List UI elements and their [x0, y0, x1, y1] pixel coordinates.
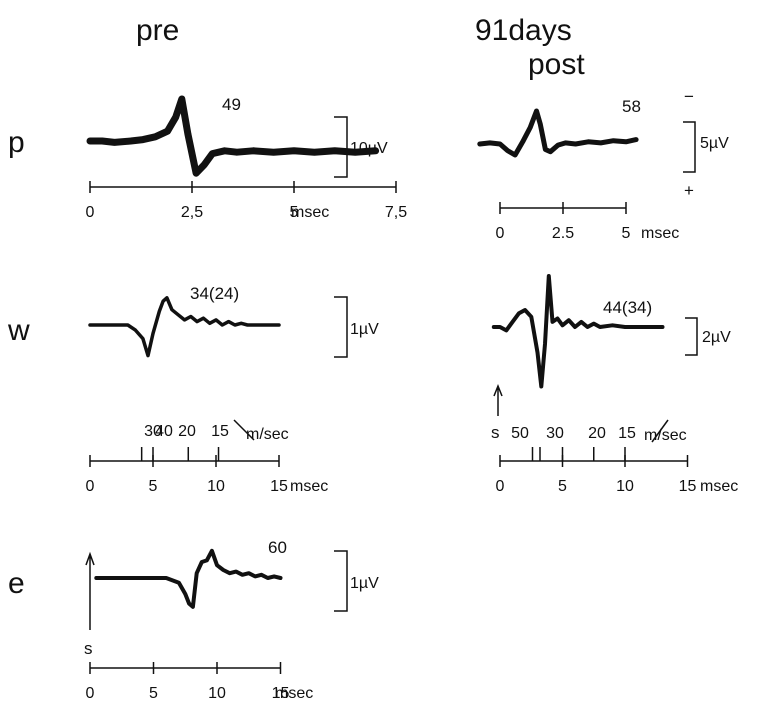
signal-trace	[94, 548, 283, 609]
x-tick-label: 10	[207, 478, 225, 495]
scale-bar-pre-p	[334, 116, 348, 178]
x-axis-label: msec	[700, 478, 738, 495]
x-tick-label: 15	[270, 478, 288, 495]
velocity-tick-label: 30	[144, 423, 162, 440]
scale-label-post-p: 5µV	[700, 135, 729, 152]
signal-trace	[86, 95, 380, 177]
x-tick-label: 0	[86, 685, 95, 702]
annotation-post-p: 58	[622, 97, 641, 116]
x-tick-label: 5	[149, 685, 158, 702]
polarity-minus: −	[684, 87, 694, 106]
velocity-tick-label: 20	[178, 423, 196, 440]
x-axis-label: msec	[291, 204, 329, 221]
scale-label-pre-e: 1µV	[350, 575, 379, 592]
x-tick-label: 10	[616, 478, 634, 495]
velocity-tick-label: 40	[155, 423, 173, 440]
velocity-tick-label: 30	[546, 425, 564, 442]
row-label-p: p	[8, 126, 25, 159]
x-tick-label: 0	[496, 225, 505, 242]
velocity-unit-post-w: m/sec	[644, 427, 687, 444]
panel-post-p: 0 2.5 5 msec	[477, 108, 679, 242]
stimulus-label-post-w: s	[491, 423, 500, 442]
annotation-pre-e: 60	[268, 538, 287, 557]
x-tick-label: 15	[679, 478, 697, 495]
x-tick-label: 7,5	[385, 204, 407, 221]
velocity-tick-label: 15	[618, 425, 636, 442]
polarity-plus: +	[684, 181, 694, 200]
x-tick-label: 2,5	[181, 204, 203, 221]
x-tick-label: 0	[496, 478, 505, 495]
column-title-post-line1: 91days	[475, 14, 572, 47]
stimulus-arrow-pre-e	[85, 551, 95, 630]
column-title-pre: pre	[136, 14, 179, 47]
signal-trace	[477, 108, 639, 158]
annotation-pre-w: 34(24)	[190, 284, 239, 303]
stimulus-arrow-post-w	[493, 383, 503, 416]
column-title-post-line2: post	[528, 48, 585, 81]
x-tick-label: 0	[86, 478, 95, 495]
annotation-post-w: 44(34)	[603, 298, 652, 317]
x-tick-label: 5	[622, 225, 631, 242]
scale-bar-post-p	[683, 121, 696, 173]
row-label-w: w	[7, 314, 30, 347]
velocity-tick-label: 15	[211, 423, 229, 440]
scale-bar-pre-w	[334, 296, 348, 358]
stimulus-label-pre-e: s	[84, 639, 93, 658]
x-axis-label: msec	[290, 478, 328, 495]
scale-label-post-w: 2µV	[702, 329, 731, 346]
x-tick-label: 2.5	[552, 225, 574, 242]
x-axis-label: msec	[275, 685, 313, 702]
velocity-unit-pre-w: m/sec	[246, 426, 289, 443]
scale-bar-post-w	[685, 317, 698, 356]
x-tick-label: 5	[149, 478, 158, 495]
scale-label-pre-w: 1µV	[350, 321, 379, 338]
x-tick-label: 15	[272, 685, 290, 702]
annotation-pre-p: 49	[222, 95, 241, 114]
panel-pre-p: 0 2,5 5 7,5 msec	[86, 95, 407, 221]
x-tick-label: 5	[558, 478, 567, 495]
signal-trace	[88, 296, 281, 358]
x-tick-label: 0	[86, 204, 95, 221]
velocity-slash	[233, 419, 255, 441]
velocity-tick-label: 20	[588, 425, 606, 442]
scale-bar-pre-e	[334, 550, 348, 612]
velocity-tick-label: 50	[511, 425, 529, 442]
row-label-e: e	[8, 567, 25, 600]
x-tick-label: 5	[290, 204, 299, 221]
signal-trace	[491, 274, 665, 389]
x-axis-label: msec	[641, 225, 679, 242]
velocity-slash	[651, 419, 669, 443]
x-tick-label: 10	[208, 685, 226, 702]
